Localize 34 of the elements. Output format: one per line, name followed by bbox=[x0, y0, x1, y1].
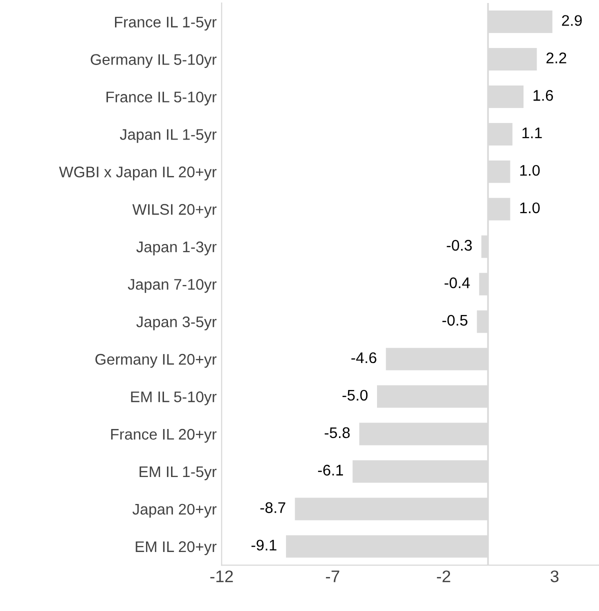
y-tick-label: Germany IL 5-10yr bbox=[90, 54, 217, 68]
y-tick-label: WILSI 20+yr bbox=[132, 204, 217, 218]
data-label: -0.3 bbox=[446, 240, 472, 251]
y-tick-label: France IL 1-5yr bbox=[115, 16, 217, 30]
x-tick-label: -7 bbox=[326, 570, 340, 582]
y-tick-label: France IL 5-10yr bbox=[106, 92, 217, 106]
data-label: 1.6 bbox=[534, 90, 553, 101]
data-label: -6.1 bbox=[318, 464, 343, 476]
data-label: -5.0 bbox=[342, 390, 368, 401]
x-tick-label: -2 bbox=[436, 570, 450, 582]
y-tick-label: Japan 20+yr bbox=[132, 504, 217, 518]
y-tick-label: Japan 3-5yr bbox=[136, 316, 217, 330]
data-label: 2.9 bbox=[562, 15, 582, 26]
y-tick-label: EM IL 5-10yr bbox=[131, 391, 217, 406]
data-label: -9.1 bbox=[251, 540, 276, 551]
y-tick-label: WGBI x Japan IL 20+yr bbox=[59, 166, 217, 180]
y-tick-label: Japan 7-10yr bbox=[128, 278, 217, 293]
data-label: -4.6 bbox=[351, 352, 376, 364]
data-label: -5.8 bbox=[324, 427, 350, 438]
y-tick-label: EM IL 20+yr bbox=[136, 541, 217, 556]
y-tick-label: Japan 1-3yr bbox=[136, 242, 217, 256]
data-label: -0.4 bbox=[444, 277, 470, 288]
y-tick-label: Germany IL 20+yr bbox=[95, 354, 217, 368]
data-label: 1.0 bbox=[520, 164, 540, 176]
y-tick-label: EM IL 1-5yr bbox=[140, 466, 217, 480]
data-label: 1.0 bbox=[520, 202, 540, 214]
data-label: -8.7 bbox=[260, 502, 286, 514]
x-tick-label: 3 bbox=[550, 570, 559, 582]
data-label: -0.5 bbox=[442, 314, 468, 326]
y-tick-label: Japan IL 1-5yr bbox=[120, 129, 217, 143]
data-label: 2.2 bbox=[546, 52, 566, 64]
y-tick-label: France IL 20+yr bbox=[111, 428, 217, 443]
x-tick-label: -12 bbox=[210, 570, 233, 582]
data-label: 1.1 bbox=[522, 128, 542, 138]
